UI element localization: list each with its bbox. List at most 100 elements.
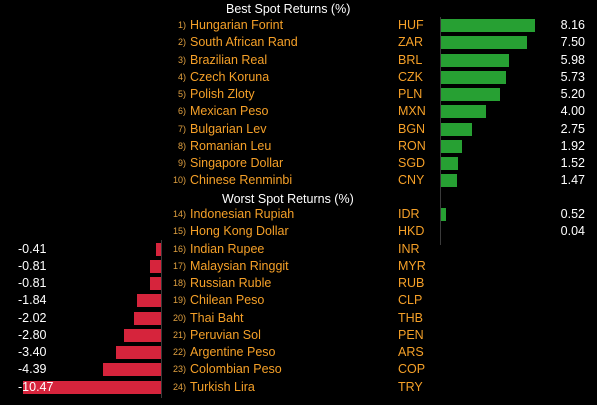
currency-name: South African Rand <box>190 35 298 50</box>
currency-name: Singapore Dollar <box>190 156 284 170</box>
rank-label: 21) <box>172 329 186 340</box>
rank-label: 5) <box>177 89 186 99</box>
return-value-label: 5.73 <box>560 69 585 84</box>
currency-row: 7) Bulgarian Lev BGN 2.75 <box>0 121 597 138</box>
currency-name: Indonesian Rupiah <box>190 207 295 221</box>
rank-label: 17) <box>172 260 186 271</box>
currency-row: 17) Malaysian Ringgit MYR -0.81 <box>0 258 597 275</box>
negative-return-bar <box>150 277 161 290</box>
currency-code: ZAR <box>398 35 423 50</box>
return-value-label: -4.39 <box>18 362 47 377</box>
return-value-label: 1.92 <box>560 138 585 153</box>
currency-name: Indian Rupee <box>190 241 265 256</box>
return-value-label: 5.98 <box>560 52 585 67</box>
currency-name: Peruvian Sol <box>190 327 261 342</box>
positive-return-bar <box>440 208 447 221</box>
currency-row: 19) Chilean Peso CLP -1.84 <box>0 292 597 309</box>
return-value-label: -1.84 <box>18 293 47 308</box>
currency-row: 9) Singapore Dollar SGD 1.52 <box>0 155 597 172</box>
rank-label: 6) <box>177 106 186 117</box>
currency-code: MYR <box>398 258 426 273</box>
return-value-label: 4.00 <box>560 104 585 119</box>
currency-name: Russian Ruble <box>190 276 272 290</box>
rank-label: 14) <box>172 209 186 219</box>
currency-row: 4) Czech Koruna CZK 5.73 <box>0 69 597 86</box>
currency-row: 20) Thai Baht THB -2.02 <box>0 310 597 327</box>
currency-code: ARS <box>398 345 424 359</box>
rank-label: 7) <box>177 123 186 134</box>
return-value-label: 2.75 <box>560 121 585 136</box>
positive-return-bar <box>440 70 507 84</box>
worst-returns-title: Worst Spot Returns (%) <box>222 192 354 206</box>
negative-return-bar <box>22 380 161 394</box>
positive-return-bar <box>440 36 527 50</box>
currency-row: 14) Indonesian Rupiah IDR 0.52 <box>0 206 597 223</box>
return-value-label: -2.02 <box>18 310 47 325</box>
currency-row: 18) Russian Ruble RUB -0.81 <box>0 275 597 292</box>
rank-label: 16) <box>172 243 186 254</box>
return-value-label: -0.81 <box>18 258 47 273</box>
negative-return-bar <box>124 328 161 342</box>
positive-return-bar <box>440 174 458 188</box>
rank-label: 15) <box>172 226 186 237</box>
positive-return-bar <box>440 53 510 67</box>
currency-name: Hong Kong Dollar <box>190 224 289 239</box>
currency-row: 8) Romanian Leu RON 1.92 <box>0 138 597 155</box>
currency-code: HKD <box>398 224 425 239</box>
return-value-label: 1.52 <box>560 156 585 170</box>
currency-code: PLN <box>398 87 423 101</box>
currency-name: Polish Zloty <box>190 87 255 101</box>
rank-label: 4) <box>177 71 186 82</box>
best-returns-title: Best Spot Returns (%) <box>226 2 351 16</box>
rank-label: 3) <box>177 54 186 65</box>
currency-code: RUB <box>398 276 425 290</box>
currency-name: Colombian Peso <box>190 362 282 377</box>
currency-code: CLP <box>398 293 423 308</box>
negative-return-bar <box>150 259 161 273</box>
currency-row: 10) Chinese Renminbi CNY 1.47 <box>0 172 597 189</box>
currency-name: Mexican Peso <box>190 104 269 119</box>
negative-return-bar <box>136 294 161 308</box>
rank-label: 10) <box>172 175 186 186</box>
return-value-label: 0.52 <box>560 207 585 221</box>
currency-row: 24) Turkish Lira TRY -10.47 <box>0 379 597 396</box>
currency-name: Brazilian Real <box>190 52 268 67</box>
positive-axis-line <box>440 17 441 245</box>
positive-return-bar <box>440 122 472 136</box>
return-value-label: -0.41 <box>18 241 47 256</box>
currency-row: 6) Mexican Peso MXN 4.00 <box>0 103 597 120</box>
rank-label: 9) <box>177 158 186 168</box>
currency-row: 15) Hong Kong Dollar HKD 0.04 <box>0 223 597 240</box>
currency-row: 2) South African Rand ZAR 7.50 <box>0 34 597 51</box>
return-value-label: -2.80 <box>18 327 47 342</box>
currency-name: Romanian Leu <box>190 138 272 153</box>
negative-return-bar <box>103 363 161 377</box>
positive-return-bar <box>440 88 501 101</box>
currency-row: 21) Peruvian Sol PEN -2.80 <box>0 327 597 344</box>
positive-return-bar <box>440 157 458 170</box>
return-value-label: 8.16 <box>560 18 585 32</box>
currency-name: Chilean Peso <box>190 293 265 308</box>
currency-row: 1) Hungarian Forint HUF 8.16 <box>0 17 597 34</box>
currency-code: CNY <box>398 173 425 188</box>
return-value-label: 7.50 <box>560 35 585 50</box>
currency-code: HUF <box>398 18 424 32</box>
currency-name: Thai Baht <box>190 310 244 325</box>
currency-row: 23) Colombian Peso COP -4.39 <box>0 361 597 378</box>
rank-label: 22) <box>172 347 186 357</box>
negative-return-bar <box>134 311 161 325</box>
rank-label: 1) <box>177 20 186 30</box>
currency-row: 16) Indian Rupee INR -0.41 <box>0 241 597 258</box>
return-value-label: 5.20 <box>560 87 585 101</box>
currency-code: RON <box>398 138 426 153</box>
currency-name: Chinese Renminbi <box>190 173 293 188</box>
return-value-label: -0.81 <box>18 276 47 290</box>
currency-code: SGD <box>398 156 426 170</box>
currency-code: MXN <box>398 104 426 119</box>
currency-name: Argentine Peso <box>190 345 276 359</box>
currency-row: 5) Polish Zloty PLN 5.20 <box>0 86 597 103</box>
positive-return-bar <box>440 139 463 153</box>
currency-row: 3) Brazilian Real BRL 5.98 <box>0 52 597 69</box>
positive-return-bar <box>440 19 535 32</box>
return-value-label: 0.04 <box>560 224 585 239</box>
